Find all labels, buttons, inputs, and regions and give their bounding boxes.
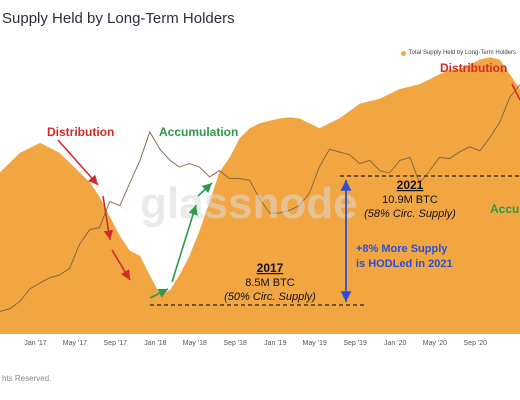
hodl-label-line2: is HODLed in 2021 [356, 258, 453, 270]
x-tick-label: May '18 [183, 340, 207, 347]
distribution-label-2: Distribution [440, 61, 507, 75]
label-2017-share: (50% Circ. Supply) [224, 291, 316, 303]
supply-area-series [0, 57, 520, 334]
x-tick-label: Jan '19 [264, 340, 286, 347]
x-tick-label: May '19 [303, 340, 327, 347]
hodl-label-line1: +8% More Supply [356, 243, 448, 255]
accumulation-arrow-3 [197, 182, 213, 197]
price-line-series [0, 84, 520, 312]
watermark: glassnode [140, 179, 358, 228]
chart-title: Supply Held by Long-Term Holders [2, 10, 235, 27]
distribution-label-1: Distribution [47, 125, 114, 139]
distribution-arrow-1 [57, 139, 99, 186]
x-tick-label: Jan '20 [384, 340, 406, 347]
distribution-arrow-4 [511, 83, 520, 101]
legend-label: Total Supply Held by Long-Term Holders [408, 50, 516, 56]
legend-swatch-icon [400, 50, 406, 56]
accumulation-arrow-1 [149, 288, 169, 299]
x-tick-label: Jan '18 [144, 340, 166, 347]
distribution-arrow-3 [111, 249, 131, 281]
x-tick-label: Sep '18 [223, 340, 247, 347]
label-2021-year: 2021 [397, 178, 424, 192]
x-tick-label: Sep '17 [104, 340, 128, 347]
x-tick-label: Sep '19 [343, 340, 367, 347]
accumulation-label-2: Accu [490, 202, 519, 216]
label-2017-amount: 8.5M BTC [245, 277, 295, 289]
accumulation-arrow-2 [171, 204, 198, 283]
accumulation-label-1: Accumulation [159, 125, 238, 139]
label-2021-amount: 10.9M BTC [382, 194, 438, 206]
label-2021-share: (58% Circ. Supply) [364, 208, 456, 220]
footer-copyright: hts Reserved. [2, 374, 52, 383]
x-tick-label: Sep '20 [464, 340, 488, 347]
distribution-arrow-2 [102, 195, 114, 241]
x-tick-label: Jan '17 [24, 340, 46, 347]
x-tick-label: May '17 [63, 340, 87, 347]
label-2017-year: 2017 [257, 261, 284, 275]
chart-legend[interactable]: Total Supply Held by Long-Term Holders [400, 50, 516, 56]
x-tick-label: May '20 [423, 340, 447, 347]
